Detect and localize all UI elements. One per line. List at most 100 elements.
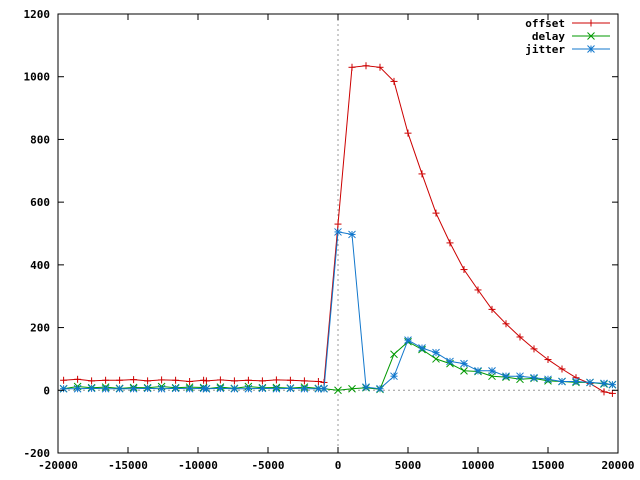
data-point-star	[460, 359, 468, 368]
data-point-star	[59, 384, 68, 393]
data-point-plus	[432, 209, 440, 217]
data-point-star	[348, 230, 356, 239]
series-jitter	[59, 228, 617, 393]
data-point-star	[587, 45, 595, 53]
data-point-star	[544, 375, 552, 384]
data-point-plus	[158, 376, 166, 384]
data-point-plus	[488, 305, 496, 313]
data-point-plus	[186, 378, 194, 386]
data-point-star	[171, 384, 180, 393]
data-point-x	[390, 350, 398, 359]
y-tick-label: 400	[30, 259, 50, 272]
data-point-star	[488, 366, 496, 375]
data-point-star	[300, 384, 309, 393]
series-layer	[59, 62, 617, 397]
data-point-plus	[362, 62, 370, 70]
data-point-plus	[116, 376, 124, 384]
data-point-x	[348, 384, 356, 393]
data-point-star	[404, 336, 412, 344]
series-offset	[60, 62, 616, 397]
x-tick-label: 0	[335, 459, 342, 472]
data-point-star	[376, 384, 384, 393]
data-point-star	[143, 384, 152, 393]
data-point-x	[334, 386, 342, 395]
x-tick-label: 5000	[395, 459, 422, 472]
y-tick-label: 0	[43, 384, 50, 397]
data-point-star	[244, 384, 253, 393]
y-tick-label: 600	[30, 196, 50, 209]
data-point-plus	[390, 77, 398, 85]
data-point-star	[216, 384, 225, 393]
x-tick-label: -15000	[108, 459, 148, 472]
data-point-star	[115, 384, 124, 393]
data-point-star	[320, 384, 328, 393]
data-point-plus	[102, 376, 110, 384]
data-point-plus	[608, 389, 616, 397]
data-point-plus	[300, 377, 308, 385]
y-tick-label: -200	[24, 447, 51, 460]
data-point-star	[516, 372, 524, 381]
data-point-x	[460, 366, 468, 375]
data-point-plus	[376, 63, 384, 71]
data-point-plus	[74, 375, 82, 383]
data-point-plus	[88, 377, 96, 385]
y-tick-label: 800	[30, 133, 50, 146]
data-point-plus	[446, 239, 454, 247]
data-point-plus	[314, 378, 322, 386]
data-point-plus	[544, 356, 552, 364]
legend-label-jitter: jitter	[525, 43, 565, 56]
data-point-plus	[258, 377, 266, 385]
x-tick-label: 15000	[531, 459, 564, 472]
data-point-plus	[144, 377, 152, 385]
y-tick-label: 1200	[24, 8, 51, 21]
y-tick-label: 200	[30, 322, 50, 335]
data-point-plus	[172, 376, 180, 384]
data-point-plus	[130, 376, 138, 384]
data-point-star	[73, 384, 82, 393]
x-tick-label: -5000	[251, 459, 284, 472]
data-point-plus	[230, 377, 238, 385]
data-point-plus	[502, 320, 510, 328]
data-point-plus	[600, 388, 608, 396]
data-point-star	[334, 228, 342, 236]
data-point-star	[558, 377, 566, 386]
data-point-plus	[404, 129, 412, 137]
data-point-plus	[587, 19, 595, 27]
data-point-plus	[286, 376, 294, 384]
data-point-star	[418, 344, 426, 352]
data-point-star	[101, 384, 110, 393]
data-point-star	[272, 384, 281, 393]
data-point-plus	[460, 266, 468, 274]
data-point-plus	[348, 63, 356, 71]
y-tick-label: 1000	[24, 71, 51, 84]
data-point-plus	[334, 220, 342, 228]
data-point-plus	[558, 365, 566, 373]
data-point-star	[129, 384, 138, 393]
data-point-star	[572, 377, 580, 386]
series-line-delay	[206, 341, 613, 391]
data-point-star	[530, 373, 538, 382]
data-point-star	[600, 379, 608, 388]
data-point-plus	[60, 376, 68, 384]
x-tick-label: 20000	[601, 459, 634, 472]
data-point-plus	[272, 376, 280, 384]
data-point-plus	[418, 170, 426, 178]
data-point-star	[157, 384, 166, 393]
x-tick-label: -10000	[178, 459, 218, 472]
x-tick-label: -20000	[38, 459, 78, 472]
data-point-star	[608, 380, 617, 389]
axis-ticks: -20000 -15000 -10000 -5000 0 5000 10000 15000 20…	[24, 8, 635, 472]
data-point-plus	[516, 333, 524, 341]
legend-label-delay: delay	[532, 30, 565, 43]
data-point-star	[87, 384, 96, 393]
data-point-plus	[216, 376, 224, 384]
data-point-star	[362, 383, 370, 392]
data-point-star	[202, 384, 211, 393]
data-point-star	[432, 348, 440, 357]
data-point-star	[446, 357, 454, 366]
data-point-star	[586, 378, 594, 387]
data-point-star	[474, 366, 482, 375]
x-tick-label: 10000	[461, 459, 494, 472]
